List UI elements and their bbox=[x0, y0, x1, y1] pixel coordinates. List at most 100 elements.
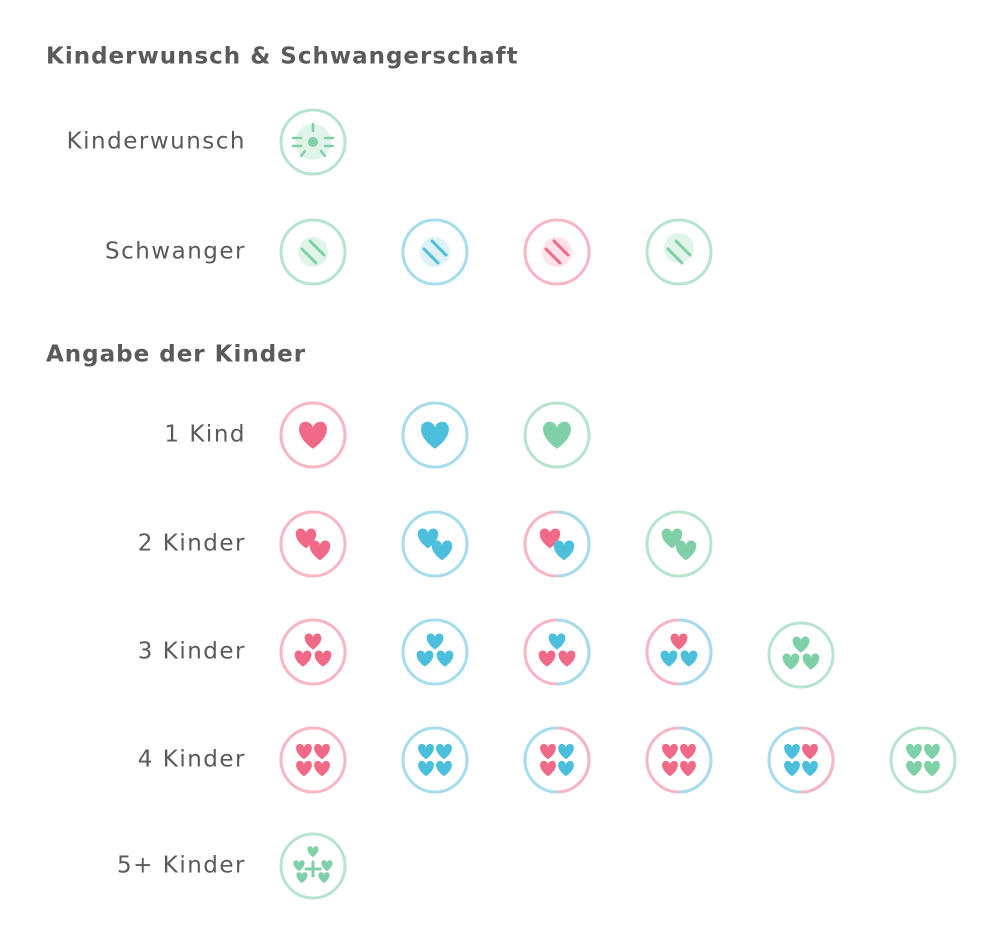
heart-icon bbox=[296, 743, 312, 760]
section-title: Angabe der Kinder bbox=[46, 342, 306, 368]
test-bg bbox=[420, 237, 450, 267]
heart-icon bbox=[553, 540, 575, 561]
sun-dot bbox=[308, 137, 318, 147]
icon bbox=[279, 726, 347, 794]
heart-icon bbox=[294, 650, 312, 667]
heart-icon bbox=[784, 743, 800, 760]
test-line bbox=[308, 239, 326, 257]
heart-icon bbox=[304, 633, 322, 650]
sun-ray bbox=[299, 149, 307, 158]
heart-icon bbox=[680, 743, 696, 760]
heart-icon bbox=[543, 421, 571, 449]
heart-icon bbox=[802, 743, 818, 760]
test-line bbox=[300, 247, 318, 265]
test-line bbox=[544, 247, 562, 265]
heart-icon bbox=[670, 633, 688, 650]
row-label: 1 Kind bbox=[164, 422, 246, 448]
heart-icon bbox=[538, 650, 556, 667]
test-bg bbox=[664, 233, 694, 263]
heart-icon bbox=[540, 743, 556, 760]
heart-icon bbox=[784, 760, 800, 777]
row-label: 4 Kinder bbox=[138, 747, 246, 773]
heart-icon bbox=[660, 650, 678, 667]
heart-icon bbox=[418, 760, 434, 777]
heart-icon bbox=[296, 872, 308, 884]
test-line bbox=[430, 239, 448, 257]
test-line bbox=[666, 247, 684, 265]
icon-ring-half bbox=[678, 618, 713, 686]
icon bbox=[767, 726, 835, 794]
heart-icon bbox=[548, 633, 566, 650]
heart-icon bbox=[436, 650, 454, 667]
heart-icon bbox=[426, 633, 444, 650]
icon bbox=[279, 510, 347, 578]
heart-icon bbox=[321, 860, 333, 872]
heart-icon bbox=[307, 846, 319, 858]
heart-icon bbox=[906, 760, 922, 777]
icon bbox=[401, 510, 469, 578]
row-label: 3 Kinder bbox=[138, 639, 246, 665]
heart-icon bbox=[782, 653, 800, 670]
heart-icon bbox=[436, 760, 452, 777]
heart-icon bbox=[792, 636, 810, 653]
icon bbox=[401, 726, 469, 794]
row-label: 5+ Kinder bbox=[117, 853, 246, 879]
heart-icon bbox=[416, 650, 434, 667]
heart-icon bbox=[421, 421, 449, 449]
icon bbox=[279, 218, 347, 286]
icon bbox=[767, 621, 835, 689]
row-label: Schwanger bbox=[105, 239, 246, 265]
heart-icon bbox=[802, 653, 820, 670]
sun-ray bbox=[319, 149, 327, 158]
icon bbox=[523, 726, 591, 794]
icon bbox=[279, 618, 347, 686]
test-bg bbox=[542, 237, 572, 267]
icon bbox=[645, 618, 713, 686]
plus bbox=[304, 860, 322, 878]
heart-icon bbox=[318, 872, 330, 884]
section-title: Kinderwunsch & Schwangerschaft bbox=[46, 44, 519, 70]
icon bbox=[523, 510, 591, 578]
test-line bbox=[674, 239, 692, 257]
icon bbox=[401, 218, 469, 286]
heart-icon bbox=[802, 760, 818, 777]
icon-ring-half bbox=[678, 726, 713, 794]
heart-icon bbox=[314, 760, 330, 777]
heart-icon bbox=[558, 760, 574, 777]
heart-icon bbox=[924, 743, 940, 760]
icon-ring-half bbox=[556, 726, 591, 794]
icon bbox=[889, 726, 957, 794]
heart-icon bbox=[558, 650, 576, 667]
test-bg bbox=[298, 237, 328, 267]
icon-ring bbox=[889, 726, 957, 794]
icon-ring-half bbox=[556, 618, 591, 686]
icon-ring bbox=[401, 726, 469, 794]
icon bbox=[523, 401, 591, 469]
heart-icon bbox=[540, 760, 556, 777]
heart-icon bbox=[431, 540, 453, 561]
heart-icon bbox=[436, 743, 452, 760]
test-line bbox=[552, 239, 570, 257]
heart-icon bbox=[299, 421, 327, 449]
row-label: Kinderwunsch bbox=[67, 129, 246, 155]
heart-icon bbox=[293, 860, 305, 872]
icon-ring bbox=[401, 618, 469, 686]
heart-icon bbox=[906, 743, 922, 760]
icon bbox=[279, 832, 347, 900]
icon bbox=[523, 218, 591, 286]
heart-icon bbox=[675, 540, 697, 561]
icon-ring-half bbox=[800, 726, 835, 794]
test-line bbox=[422, 247, 440, 265]
heart-icon bbox=[924, 760, 940, 777]
heart-icon bbox=[662, 743, 678, 760]
heart-icon bbox=[314, 743, 330, 760]
heart-icon bbox=[680, 650, 698, 667]
icon bbox=[645, 726, 713, 794]
icon-ring bbox=[279, 618, 347, 686]
icon bbox=[401, 618, 469, 686]
icon-ring-half bbox=[556, 510, 591, 578]
heart-icon bbox=[558, 743, 574, 760]
heart-icon bbox=[314, 650, 332, 667]
icon-ring bbox=[279, 726, 347, 794]
